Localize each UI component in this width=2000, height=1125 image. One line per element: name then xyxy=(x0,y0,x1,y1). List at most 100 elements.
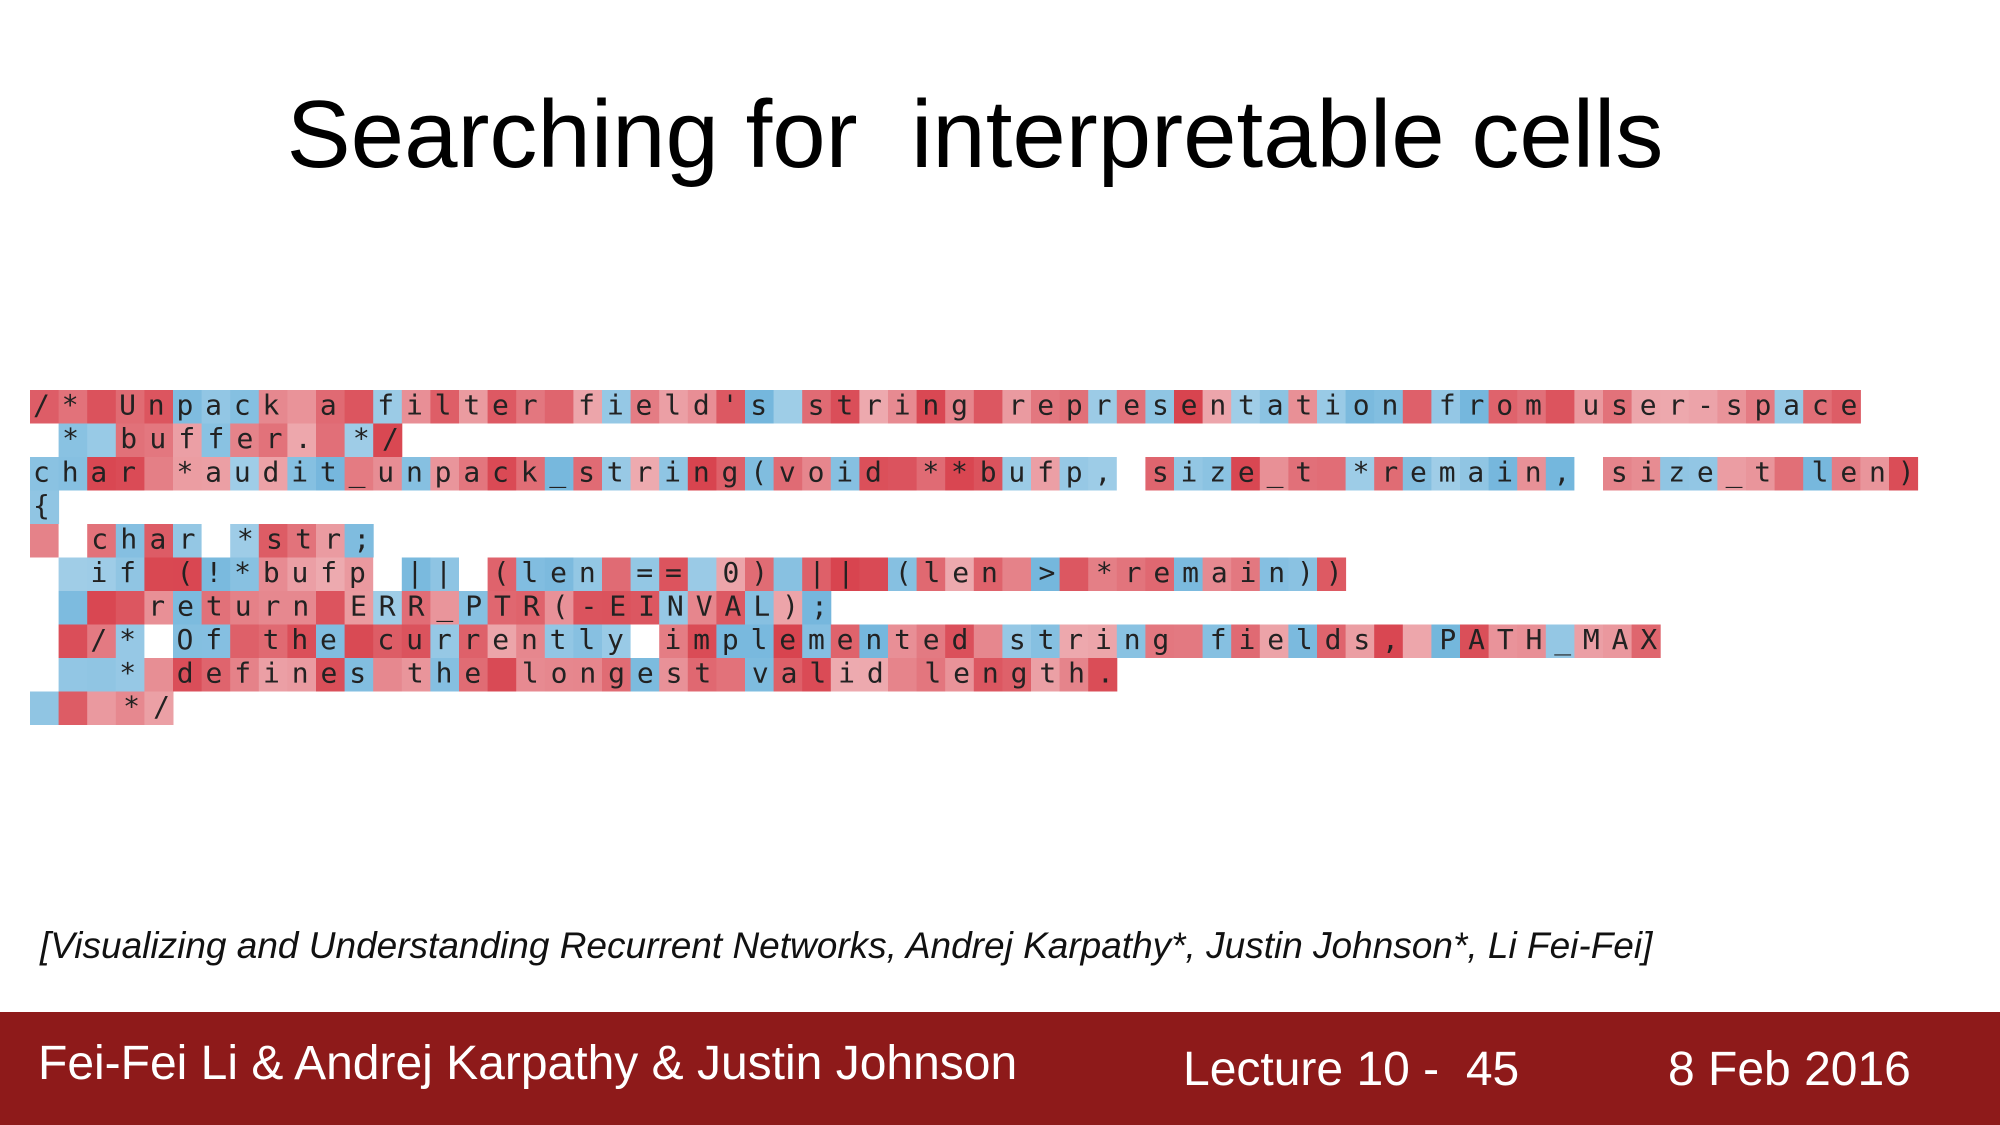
char-activation-cell xyxy=(1774,457,1804,491)
code-line-text: /* Of the currently implemented string f… xyxy=(33,623,1657,657)
char-activation-cell xyxy=(1774,390,1804,424)
char-activation-cell xyxy=(30,524,60,558)
char-activation-cell xyxy=(802,658,832,692)
char-activation-cell xyxy=(630,591,660,625)
char-activation-cell xyxy=(973,390,1003,424)
char-activation-cell xyxy=(30,691,60,725)
char-activation-cell xyxy=(544,624,574,658)
char-activation-cell xyxy=(916,624,946,658)
char-activation-cell xyxy=(802,557,832,591)
char-activation-cell xyxy=(973,658,1003,692)
char-activation-cell xyxy=(973,557,1003,591)
char-activation-cell xyxy=(1631,457,1661,491)
char-activation-cell xyxy=(1088,624,1118,658)
char-activation-cell xyxy=(745,557,775,591)
char-activation-cell xyxy=(115,524,145,558)
char-activation-cell xyxy=(1231,557,1261,591)
char-activation-cell xyxy=(1059,390,1089,424)
char-activation-cell xyxy=(344,457,374,491)
char-activation-cell xyxy=(258,658,288,692)
char-activation-cell xyxy=(30,591,60,625)
char-activation-cell xyxy=(1202,557,1232,591)
char-activation-cell xyxy=(115,624,145,658)
char-activation-cell xyxy=(1517,457,1547,491)
char-activation-cell xyxy=(173,390,203,424)
char-activation-cell xyxy=(659,557,689,591)
char-activation-cell xyxy=(687,624,717,658)
char-activation-cell xyxy=(487,591,517,625)
char-activation-cell xyxy=(1488,390,1518,424)
char-activation-cell xyxy=(373,557,403,591)
char-activation-cell xyxy=(602,557,632,591)
char-activation-cell xyxy=(144,591,174,625)
char-activation-cell xyxy=(58,591,88,625)
char-activation-cell xyxy=(87,591,117,625)
char-activation-cell xyxy=(716,658,746,692)
char-activation-cell xyxy=(659,624,689,658)
code-line: * defines the longest valid length. xyxy=(30,657,1118,692)
slide-title: Searching for interpretable cells xyxy=(286,81,1664,188)
char-activation-cell xyxy=(1202,624,1232,658)
char-activation-cell xyxy=(258,624,288,658)
char-activation-cell xyxy=(115,557,145,591)
char-activation-cell xyxy=(344,557,374,591)
char-activation-cell xyxy=(173,524,203,558)
char-activation-cell xyxy=(1517,624,1547,658)
char-activation-cell xyxy=(1031,390,1061,424)
char-activation-cell xyxy=(516,658,546,692)
char-activation-cell xyxy=(859,624,889,658)
char-activation-cell xyxy=(1059,557,1089,591)
char-activation-cell xyxy=(258,423,288,457)
char-activation-cell xyxy=(573,591,603,625)
char-activation-cell xyxy=(1202,390,1232,424)
char-activation-cell xyxy=(487,658,517,692)
char-activation-cell xyxy=(1202,457,1232,491)
char-activation-cell xyxy=(87,457,117,491)
char-activation-cell xyxy=(1002,457,1032,491)
char-activation-cell xyxy=(230,390,260,424)
char-activation-cell xyxy=(1174,390,1204,424)
footer-authors: Fei-Fei Li & Andrej Karpathy & Justin Jo… xyxy=(38,1037,1018,1090)
char-activation-cell xyxy=(659,591,689,625)
char-activation-cell xyxy=(945,390,975,424)
char-activation-cell xyxy=(1631,390,1661,424)
char-activation-cell xyxy=(1860,457,1890,491)
char-activation-cell xyxy=(459,557,489,591)
char-activation-cell xyxy=(1345,457,1375,491)
char-activation-cell xyxy=(287,390,317,424)
char-activation-cell xyxy=(144,658,174,692)
char-activation-cell xyxy=(945,457,975,491)
char-activation-cell xyxy=(1688,457,1718,491)
char-activation-cell xyxy=(30,490,60,524)
char-activation-cell xyxy=(30,624,60,658)
code-line: { xyxy=(30,489,60,524)
char-activation-cell xyxy=(516,557,546,591)
char-activation-cell xyxy=(888,457,918,491)
char-activation-cell xyxy=(316,524,346,558)
char-activation-cell xyxy=(1345,624,1375,658)
char-activation-cell xyxy=(230,457,260,491)
char-activation-cell xyxy=(87,524,117,558)
char-activation-cell xyxy=(1116,557,1146,591)
char-activation-cell xyxy=(573,658,603,692)
char-activation-cell xyxy=(888,658,918,692)
char-activation-cell xyxy=(630,624,660,658)
char-activation-cell xyxy=(830,658,860,692)
char-activation-cell xyxy=(258,557,288,591)
char-activation-cell xyxy=(1088,658,1118,692)
char-activation-cell xyxy=(802,390,832,424)
char-activation-cell xyxy=(258,591,288,625)
char-activation-cell xyxy=(945,557,975,591)
code-line: char *str; xyxy=(30,523,374,558)
char-activation-cell xyxy=(87,557,117,591)
char-activation-cell xyxy=(745,457,775,491)
char-activation-cell xyxy=(430,658,460,692)
char-activation-cell xyxy=(287,624,317,658)
char-activation-cell xyxy=(544,658,574,692)
char-activation-cell xyxy=(1002,557,1032,591)
char-activation-cell xyxy=(1231,390,1261,424)
char-activation-cell xyxy=(544,591,574,625)
char-activation-cell xyxy=(602,390,632,424)
char-activation-cell xyxy=(316,624,346,658)
char-activation-cell xyxy=(173,423,203,457)
